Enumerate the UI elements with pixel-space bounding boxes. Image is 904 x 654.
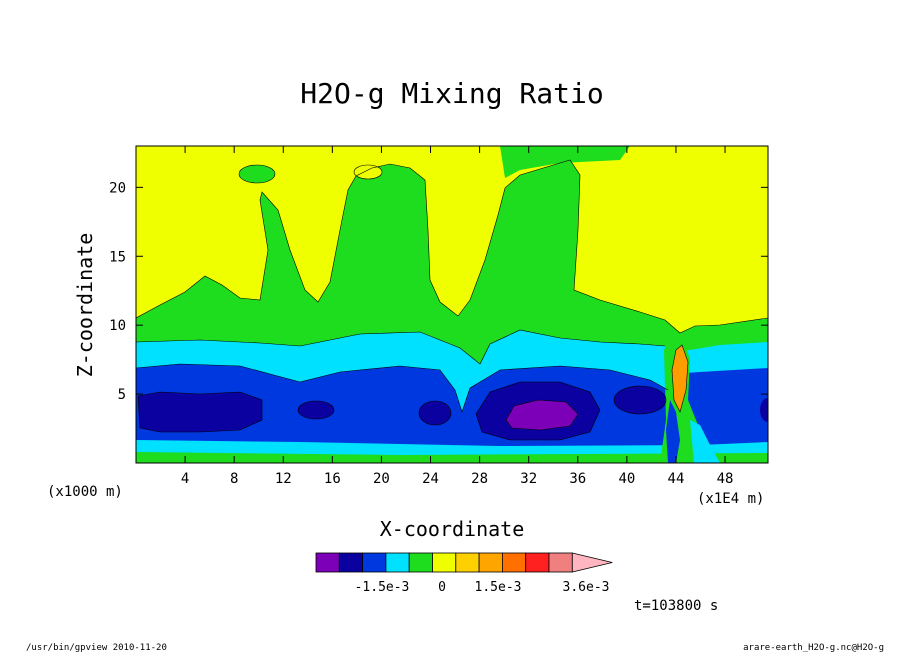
y-axis: 5 10 15 20 <box>109 180 768 403</box>
colorbar-label: 3.6e-3 <box>563 580 610 595</box>
x-tick-label: 16 <box>324 471 341 487</box>
footer-left: /usr/bin/gpview 2010-11-20 <box>26 643 167 653</box>
x-axis: 4 8 12 16 20 24 28 32 36 40 44 48 <box>181 146 734 487</box>
colorbar-cell <box>478 552 503 573</box>
colorbar-cell <box>362 552 387 573</box>
x-tick-label: 8 <box>230 471 238 487</box>
contour-band-plume-cyan <box>690 420 720 463</box>
contour-band-dark-blue-left <box>138 392 262 432</box>
x-tick-label: 48 <box>717 471 734 487</box>
contour-band-dark-blue-right <box>614 386 666 414</box>
colorbar-cell <box>548 552 573 573</box>
contour-band-purple <box>506 400 578 430</box>
colorbar-label: 0 <box>438 580 446 595</box>
colorbar-cell <box>408 552 433 573</box>
x-axis-label: X-coordinate <box>380 517 525 541</box>
x-tick-label: 4 <box>181 471 189 487</box>
colorbar-cell <box>525 552 550 573</box>
colorbar-labels: -1.5e-3 0 1.5e-3 3.6e-3 <box>355 580 610 595</box>
contour-band-green-blob <box>239 165 275 183</box>
colorbar <box>315 552 613 573</box>
y-tick-label: 20 <box>109 180 126 196</box>
chart-title: H2O-g Mixing Ratio <box>300 77 603 110</box>
contour-lines <box>136 159 768 441</box>
x-tick-label: 28 <box>471 471 488 487</box>
x-unit-right: (x1E4 m) <box>697 491 764 507</box>
x-tick-label: 20 <box>373 471 390 487</box>
contour-band-yellow-hole <box>354 165 382 179</box>
x-unit-left: (x1000 m) <box>47 484 123 500</box>
x-tick-label: 24 <box>422 471 439 487</box>
colorbar-cell <box>501 552 527 573</box>
plot-area <box>135 145 769 464</box>
colorbar-cell <box>338 552 363 573</box>
colorbar-cell <box>455 552 480 573</box>
contour-band-plume-orange <box>672 345 688 412</box>
colorbar-label: 1.5e-3 <box>475 580 522 595</box>
colorbar-cell <box>315 552 340 573</box>
contour-band-dark-blue-small-1 <box>298 401 334 419</box>
contour-band-plume-blue <box>666 400 680 463</box>
contour-band-dark-blue-edge <box>760 398 768 422</box>
colorbar-label: -1.5e-3 <box>355 580 410 595</box>
time-label: t=103800 s <box>634 598 718 614</box>
plot-frame <box>135 145 769 464</box>
x-tick-label: 36 <box>569 471 586 487</box>
colorbar-cell <box>432 552 457 573</box>
x-tick-label: 32 <box>520 471 537 487</box>
footer-right: arare-earth_H2O-g.nc@H2O-g <box>743 643 884 653</box>
contour-band-blue <box>136 364 768 452</box>
x-tick-label: 40 <box>618 471 635 487</box>
y-tick-label: 15 <box>109 249 126 265</box>
x-tick-label: 12 <box>275 471 292 487</box>
colorbar-extend-arrow <box>571 552 613 573</box>
y-tick-label: 10 <box>109 318 126 334</box>
colorbar-cell <box>385 552 410 573</box>
x-tick-label: 44 <box>668 471 685 487</box>
y-axis-label: Z-coordinate <box>73 233 97 378</box>
contour-band-dark-blue-small-2 <box>419 401 451 425</box>
contour-band-green-lower <box>136 452 768 463</box>
y-tick-label: 5 <box>118 387 126 403</box>
